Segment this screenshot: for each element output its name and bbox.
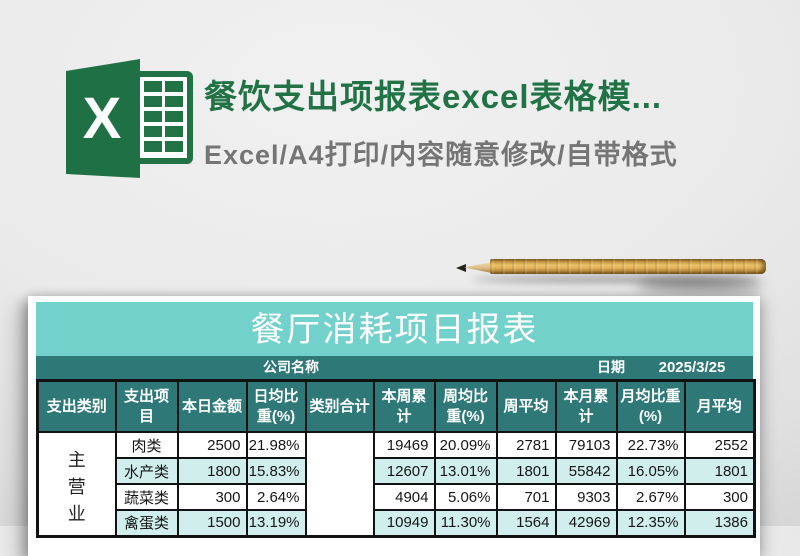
pencil-shadow [472, 276, 760, 283]
cell-value: 2.67% [615, 483, 686, 511]
expense-report-table: 支出类别 支出项 目 本日金额 日均比 重(%) 类别合计 本周累 计 周均比 … [36, 379, 756, 538]
company-name-label: 公司名称 [263, 359, 319, 375]
excel-logo-icon: X [66, 59, 193, 178]
table-row: 主营业 肉类 2500 21.98% 19469 20.09% 2781 791… [36, 431, 756, 537]
cell-value: 13.19% [245, 509, 307, 537]
cell-value: 12.35% [615, 509, 686, 537]
category-vertical-text: 主营业 [67, 450, 86, 524]
cell-value: 1500 [176, 509, 248, 537]
pencil-graphite-tip [456, 264, 466, 272]
cell-value: 19469 [372, 431, 436, 459]
col-header-week-avg: 周平均 [495, 379, 557, 433]
cell-value: 55842 [554, 457, 618, 485]
cell-value: 4904 [372, 483, 436, 511]
cell-value: 1386 [683, 509, 756, 537]
excel-logo-letter: X [83, 86, 122, 151]
col-header-day-pct: 日均比 重(%) [245, 379, 307, 433]
cell-value: 1564 [495, 509, 557, 537]
col-header-category: 支出类别 [36, 379, 117, 433]
col-header-subtotal: 类别合计 [304, 379, 375, 433]
cell-item: 蔬菜类 [114, 483, 179, 511]
cell-value: 1801 [495, 457, 557, 485]
cell-value: 5.06% [433, 483, 498, 511]
col-header-month-pct: 月均比重 (%) [615, 379, 686, 433]
pencil-image [456, 258, 766, 278]
cell-value: 701 [495, 483, 557, 511]
col-header-month-total: 本月累 计 [554, 379, 618, 433]
date-value: 2025/3/25 [658, 359, 726, 376]
col-header-week-total: 本周累 计 [372, 379, 436, 433]
table-row: 水产类 1800 15.83% 12607 13.01% 1801 55842 … [38, 457, 756, 485]
info-band: 公司名称 日期 2025/3/25 [36, 356, 753, 379]
cell-value: 2552 [683, 431, 756, 459]
cell-value: 9303 [554, 483, 618, 511]
category-cell: 主营业 [36, 431, 117, 537]
template-preview-page: { "hero": { "title": "餐饮支出项报表excel表格模...… [0, 0, 800, 538]
table-row: 蔬菜类 300 2.64% 4904 5.06% 701 9303 2.67% … [38, 483, 756, 511]
product-subtitle: Excel/A4打印/内容随意修改/自带格式 [204, 140, 678, 170]
pencil-wood-cone [464, 262, 492, 273]
col-header-week-pct: 周均比 重(%) [433, 379, 498, 433]
cell-value: 20.09% [433, 431, 498, 459]
date-label: 日期 [597, 359, 625, 375]
cell-value: 12607 [372, 457, 436, 485]
cell-value: 1800 [176, 457, 248, 485]
pencil-body [490, 259, 766, 274]
cell-value: 300 [176, 483, 248, 511]
header-row: 支出类别 支出项 目 本日金额 日均比 重(%) 类别合计 本周累 计 周均比 … [36, 379, 756, 433]
cell-value: 11.30% [433, 509, 498, 537]
cell-item: 肉类 [114, 431, 179, 459]
cell-value: 1801 [683, 457, 756, 485]
cell-value: 16.05% [615, 457, 686, 485]
col-header-month-avg: 月平均 [683, 379, 756, 433]
product-title: 餐饮支出项报表excel表格模... [204, 78, 663, 115]
pencil-shadow-dark [636, 279, 762, 291]
cell-value: 2.64% [245, 483, 307, 511]
cell-value: 42969 [554, 509, 618, 537]
cell-value: 22.73% [615, 431, 686, 459]
col-header-day-amount: 本日金额 [176, 379, 248, 433]
subtotal-cell [304, 431, 375, 537]
cell-value: 13.01% [433, 457, 498, 485]
cell-item: 水产类 [114, 457, 179, 485]
table-row: 禽蛋类 1500 13.19% 10949 11.30% 1564 42969 … [38, 509, 756, 537]
paper-sheet: 餐厅消耗项日报表 公司名称 日期 2025/3/25 支出类别 支出项 目 本日… [28, 296, 760, 556]
cell-value: 2781 [495, 431, 557, 459]
cell-value: 10949 [372, 509, 436, 537]
col-header-item: 支出项 目 [114, 379, 179, 433]
cell-value: 300 [683, 483, 756, 511]
cell-item: 禽蛋类 [114, 509, 179, 537]
cell-value: 2500 [176, 431, 248, 459]
sheet-title: 餐厅消耗项日报表 [36, 302, 753, 356]
cell-value: 15.83% [245, 457, 307, 485]
cell-value: 21.98% [245, 431, 307, 459]
cell-value: 79103 [554, 431, 618, 459]
